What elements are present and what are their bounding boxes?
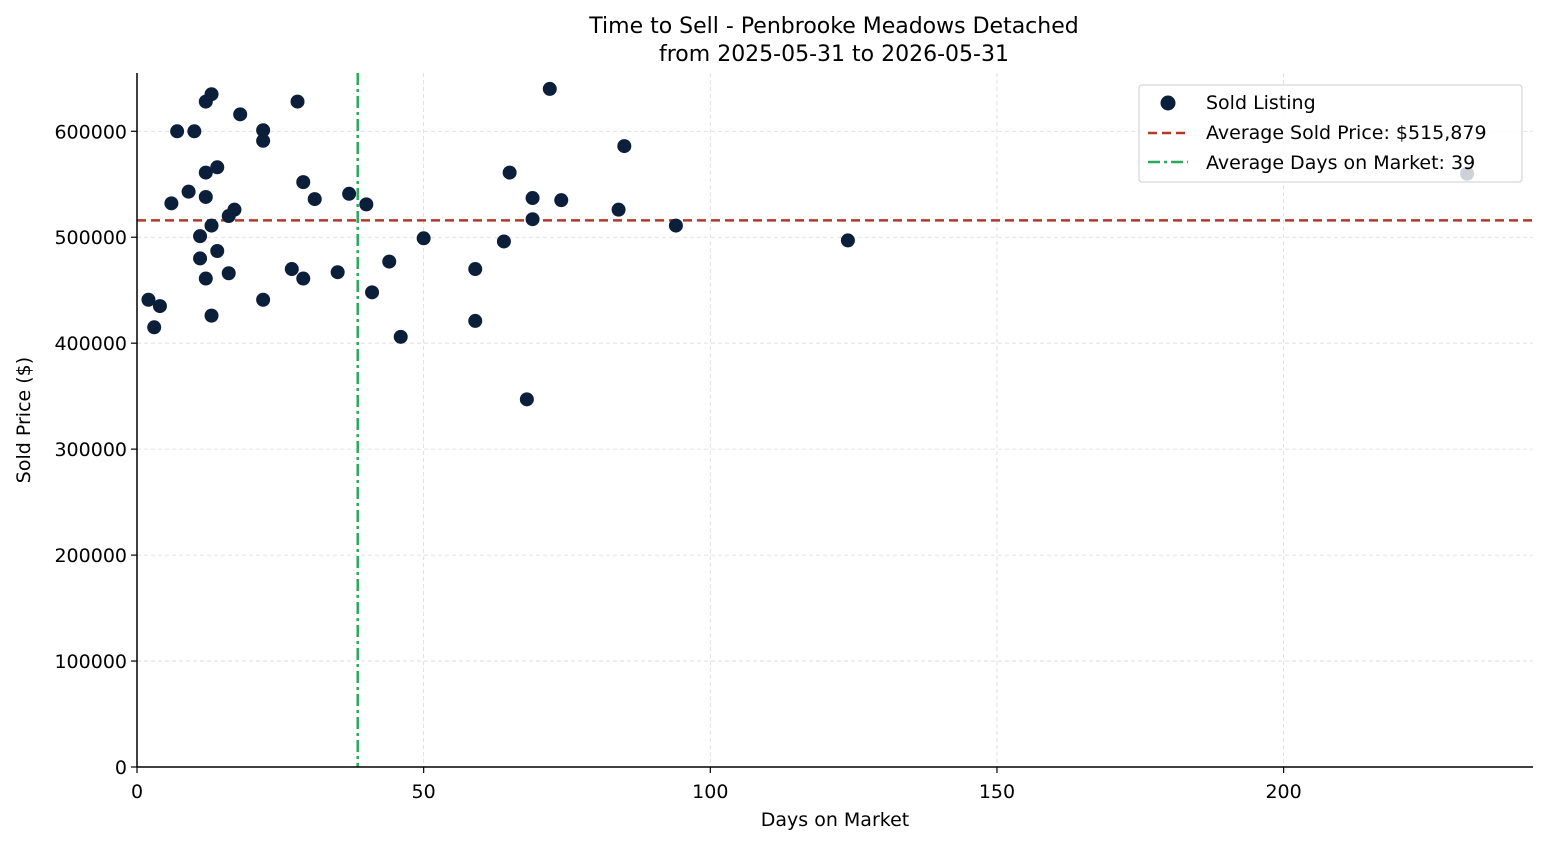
data-point (256, 133, 271, 148)
chart-title: Time to Sell - Penbrooke Meadows Detache… (588, 14, 1078, 39)
x-tick-label: 0 (131, 781, 143, 803)
legend: Sold Listing Average Sold Price: $515,87… (1138, 84, 1523, 183)
legend-box (1138, 84, 1523, 183)
y-tick-label: 600000 (54, 121, 127, 143)
data-point (164, 196, 179, 211)
data-point (198, 165, 213, 180)
legend-label-sold-listing: Sold Listing (1206, 92, 1316, 114)
data-point (221, 266, 236, 281)
data-point (187, 124, 202, 139)
data-point (284, 262, 299, 277)
data-point (496, 234, 511, 249)
data-point (227, 202, 242, 217)
data-point (382, 254, 397, 269)
data-point (210, 160, 225, 175)
data-point (668, 218, 683, 233)
data-point (307, 192, 322, 207)
x-tick-label: 100 (692, 781, 728, 803)
y-tick-label: 500000 (54, 227, 127, 249)
data-point (525, 212, 540, 227)
x-tick-label: 200 (1265, 781, 1301, 803)
data-point (193, 229, 208, 244)
legend-marker-sold-listing (1160, 95, 1176, 111)
data-point (181, 184, 196, 199)
data-point (170, 124, 185, 139)
data-point (542, 81, 557, 96)
grid (137, 73, 1533, 767)
data-point (611, 202, 626, 217)
data-point (525, 191, 540, 206)
data-point (617, 139, 632, 154)
data-point (198, 271, 213, 286)
legend-label-average-days: Average Days on Market: 39 (1206, 152, 1475, 174)
data-point (256, 292, 271, 307)
data-point (468, 262, 483, 277)
data-point (233, 107, 248, 122)
data-point (468, 313, 483, 328)
data-point (554, 193, 569, 208)
x-axis-ticks: 0 50 100 150 200 (131, 767, 1302, 803)
data-point (416, 231, 431, 246)
data-point (342, 186, 357, 201)
y-tick-label: 100000 (54, 651, 127, 673)
data-point (204, 218, 219, 233)
data-point (359, 197, 374, 212)
data-point (204, 87, 219, 102)
data-point (147, 320, 162, 335)
data-point (296, 175, 311, 190)
data-point (296, 271, 311, 286)
x-tick-label: 50 (412, 781, 436, 803)
x-axis-label: Days on Market (761, 809, 909, 831)
y-axis-ticks: 0 100000 200000 300000 400000 500000 600000 (54, 121, 137, 779)
x-tick-label: 150 (979, 781, 1015, 803)
data-point (393, 329, 408, 344)
y-tick-label: 400000 (54, 333, 127, 355)
data-point (256, 123, 271, 138)
data-point (365, 285, 380, 300)
data-point (198, 189, 213, 204)
legend-label-average-price: Average Sold Price: $515,879 (1206, 122, 1487, 144)
y-axis-label: Sold Price ($) (13, 357, 35, 483)
chart-subtitle: from 2025-05-31 to 2026-05-31 (659, 42, 1009, 67)
y-tick-label: 200000 (54, 545, 127, 567)
data-point (840, 233, 855, 248)
y-tick-label: 0 (115, 757, 127, 779)
data-point (204, 308, 219, 323)
data-point (519, 392, 534, 407)
data-point (141, 292, 156, 307)
data-point (210, 244, 225, 259)
data-point (502, 165, 517, 180)
data-point (152, 299, 167, 314)
y-tick-label: 300000 (54, 439, 127, 461)
reference-lines (137, 73, 1533, 767)
data-point (290, 94, 305, 109)
data-point (330, 265, 345, 280)
data-point (193, 251, 208, 266)
